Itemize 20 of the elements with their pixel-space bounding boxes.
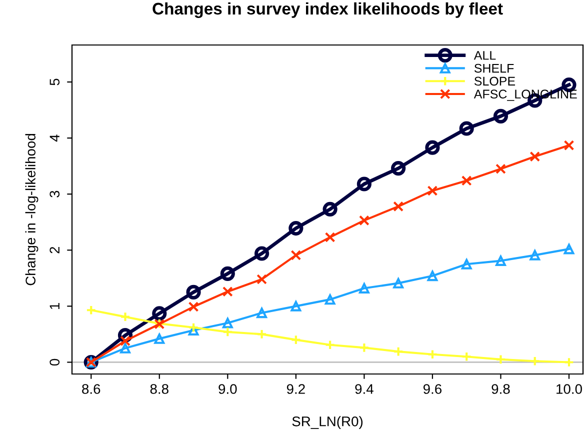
x-tick-label: 8.6 xyxy=(82,384,100,394)
legend-label: SLOPE xyxy=(474,76,516,86)
y-tick-label: 1 xyxy=(50,303,60,309)
y-tick-label: 3 xyxy=(50,190,60,198)
legend-label: ALL xyxy=(474,51,496,60)
y-axis-title: Change in -log-likelihood xyxy=(25,134,38,286)
x-tick-label: 9.8 xyxy=(492,384,510,394)
x-tick-label: 9.2 xyxy=(286,384,305,394)
x-tick-label: 9.6 xyxy=(423,384,442,394)
chart-title: Changes in survey index likelihoods by fleet xyxy=(152,2,503,18)
x-tick-label: 8.8 xyxy=(150,384,168,394)
y-tick-label: 5 xyxy=(50,78,60,86)
y-tick-label: 2 xyxy=(50,246,60,254)
x-tick-label: 9.0 xyxy=(218,384,237,394)
x-axis-title: SR_LN(R0) xyxy=(292,416,363,430)
legend-label: SHELF xyxy=(474,64,514,73)
x-tick-label: 10.0 xyxy=(556,384,582,394)
y-tick-label: 4 xyxy=(50,134,60,142)
x-tick-label: 9.4 xyxy=(355,384,374,394)
y-tick-label: 0 xyxy=(50,358,60,366)
